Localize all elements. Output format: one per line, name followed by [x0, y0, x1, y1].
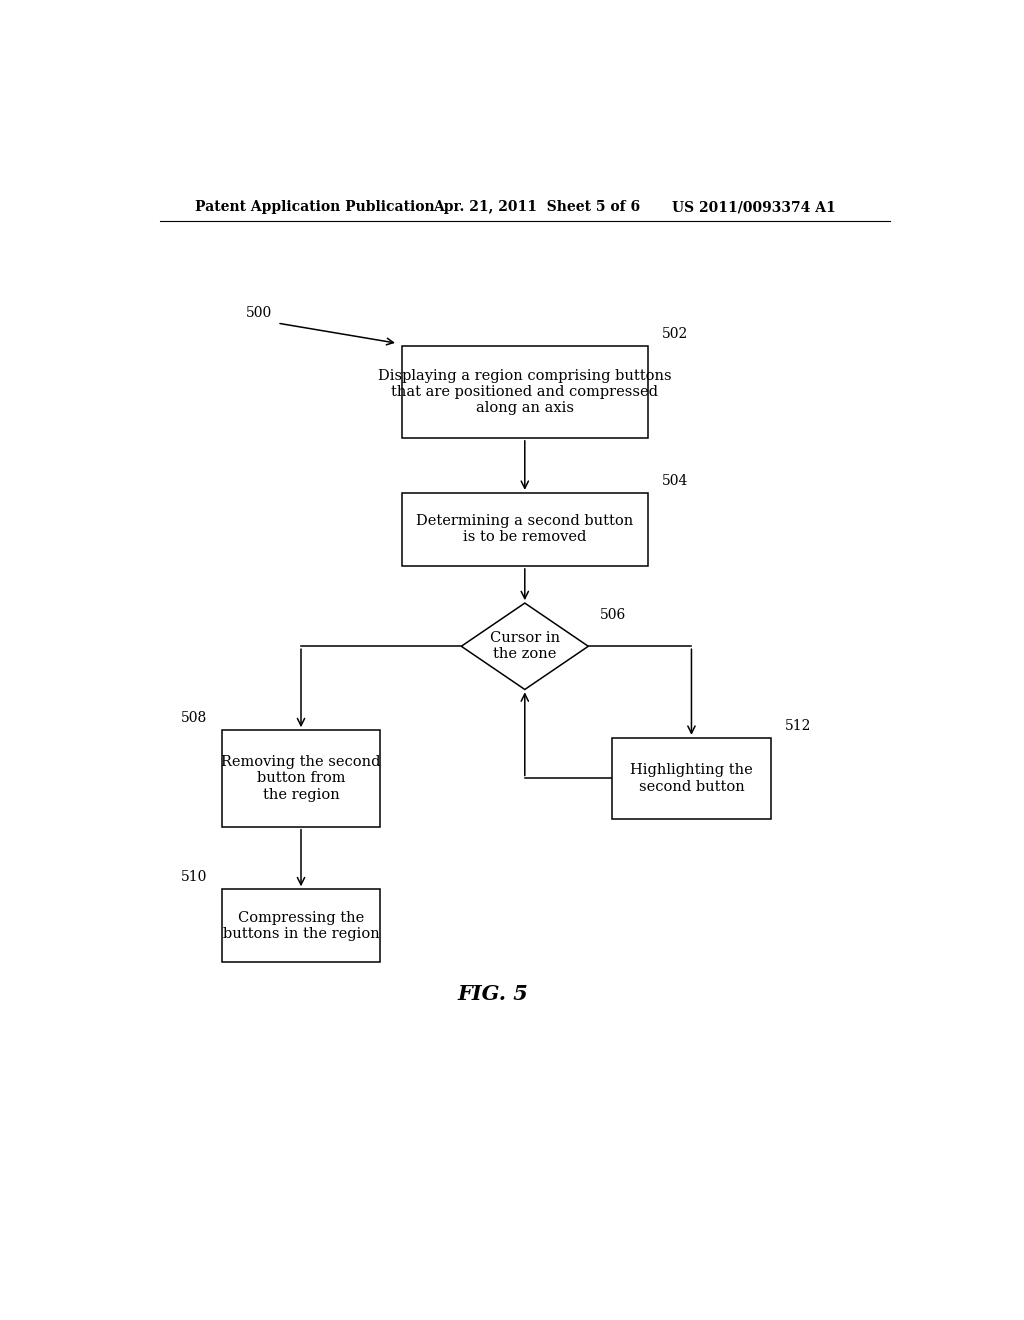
Text: Patent Application Publication: Patent Application Publication — [196, 201, 435, 214]
Text: 506: 506 — [600, 609, 627, 622]
Text: Displaying a region comprising buttons
that are positioned and compressed
along : Displaying a region comprising buttons t… — [378, 370, 672, 416]
FancyBboxPatch shape — [221, 730, 380, 826]
Text: 500: 500 — [246, 306, 271, 319]
FancyBboxPatch shape — [401, 492, 648, 566]
Text: Apr. 21, 2011  Sheet 5 of 6: Apr. 21, 2011 Sheet 5 of 6 — [433, 201, 641, 214]
Text: 502: 502 — [663, 327, 688, 342]
Text: 510: 510 — [181, 870, 207, 884]
Text: 504: 504 — [663, 474, 688, 487]
Text: Removing the second
button from
the region: Removing the second button from the regi… — [221, 755, 381, 801]
Polygon shape — [461, 603, 588, 689]
Text: 508: 508 — [181, 711, 207, 725]
FancyBboxPatch shape — [221, 890, 380, 962]
Text: 512: 512 — [785, 718, 811, 733]
Text: US 2011/0093374 A1: US 2011/0093374 A1 — [672, 201, 836, 214]
Text: Compressing the
buttons in the region: Compressing the buttons in the region — [222, 911, 379, 941]
FancyBboxPatch shape — [401, 346, 648, 438]
Text: FIG. 5: FIG. 5 — [458, 983, 528, 1005]
Text: Highlighting the
second button: Highlighting the second button — [630, 763, 753, 793]
Text: Cursor in
the zone: Cursor in the zone — [489, 631, 560, 661]
FancyBboxPatch shape — [612, 738, 771, 818]
Text: Determining a second button
is to be removed: Determining a second button is to be rem… — [416, 515, 634, 544]
